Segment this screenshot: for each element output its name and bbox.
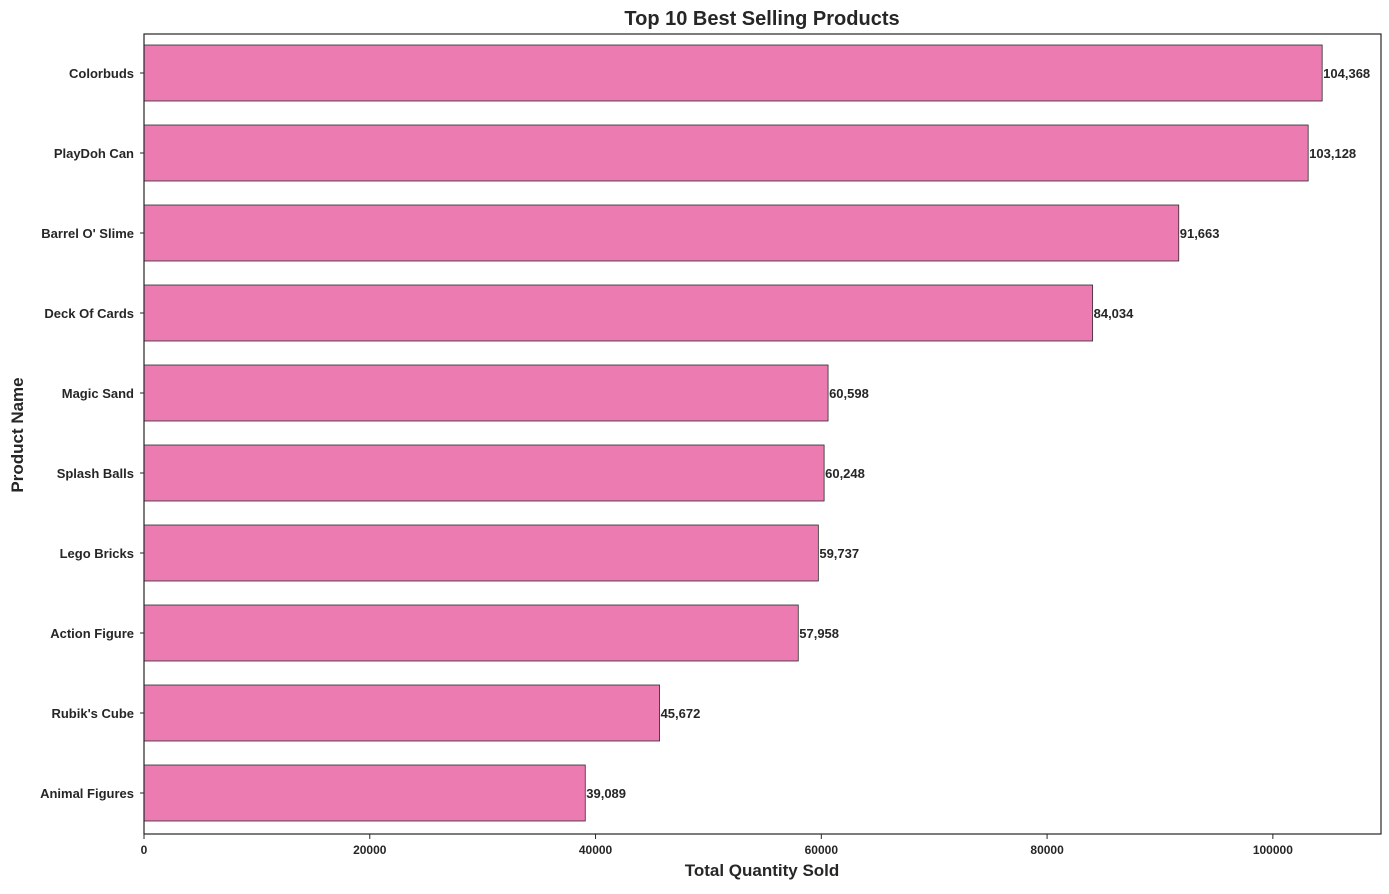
x-tick-label: 0: [141, 843, 148, 857]
y-tick-label: Barrel O' Slime: [41, 226, 134, 241]
bar-2: [143, 204, 1180, 262]
bar-0: [143, 44, 1323, 102]
x-tick-label: 80000: [1030, 843, 1064, 857]
bar-value-label: 39,089: [586, 786, 626, 801]
bar-value-label: 60,598: [829, 386, 869, 401]
x-tick-label: 40000: [579, 843, 613, 857]
x-tick-label: 20000: [353, 843, 387, 857]
x-tick-label: 100000: [1253, 843, 1293, 857]
x-tick-label: 60000: [805, 843, 839, 857]
bar-3: [143, 284, 1094, 342]
y-tick-label: Splash Balls: [57, 466, 134, 481]
x-axis-label: Total Quantity Sold: [685, 861, 840, 880]
y-tick-label: Rubik's Cube: [51, 706, 134, 721]
bar-9: [143, 764, 586, 822]
y-tick-label: PlayDoh Can: [54, 146, 134, 161]
y-tick-label: Magic Sand: [62, 386, 134, 401]
plot-frame: [143, 33, 1382, 835]
bar-value-label: 60,248: [825, 466, 865, 481]
bar-value-label: 91,663: [1180, 226, 1220, 241]
bar-value-label: 104,368: [1323, 66, 1370, 81]
bar-8: [143, 684, 660, 742]
y-tick-label: Animal Figures: [40, 786, 134, 801]
chart-title: Top 10 Best Selling Products: [624, 8, 899, 30]
y-tick-label: Lego Bricks: [60, 546, 134, 561]
y-axis-label: Product Name: [8, 377, 27, 492]
bar-value-label: 84,034: [1094, 306, 1135, 321]
bar-value-label: 59,737: [819, 546, 859, 561]
y-tick-label: Colorbuds: [69, 66, 134, 81]
bar-5: [143, 444, 825, 502]
bar-4: [143, 364, 829, 422]
y-tick-label: Deck Of Cards: [44, 306, 134, 321]
bar-value-label: 57,958: [799, 626, 839, 641]
bar-7: [143, 604, 799, 662]
bar-value-label: 103,128: [1309, 146, 1356, 161]
bar-1: [143, 124, 1309, 182]
bar-value-label: 45,672: [661, 706, 701, 721]
bar-6: [143, 524, 819, 582]
y-tick-label: Action Figure: [50, 626, 134, 641]
plot-area: Colorbuds 104,368 PlayDoh Can 103,128 Barrel…: [40, 33, 1382, 857]
